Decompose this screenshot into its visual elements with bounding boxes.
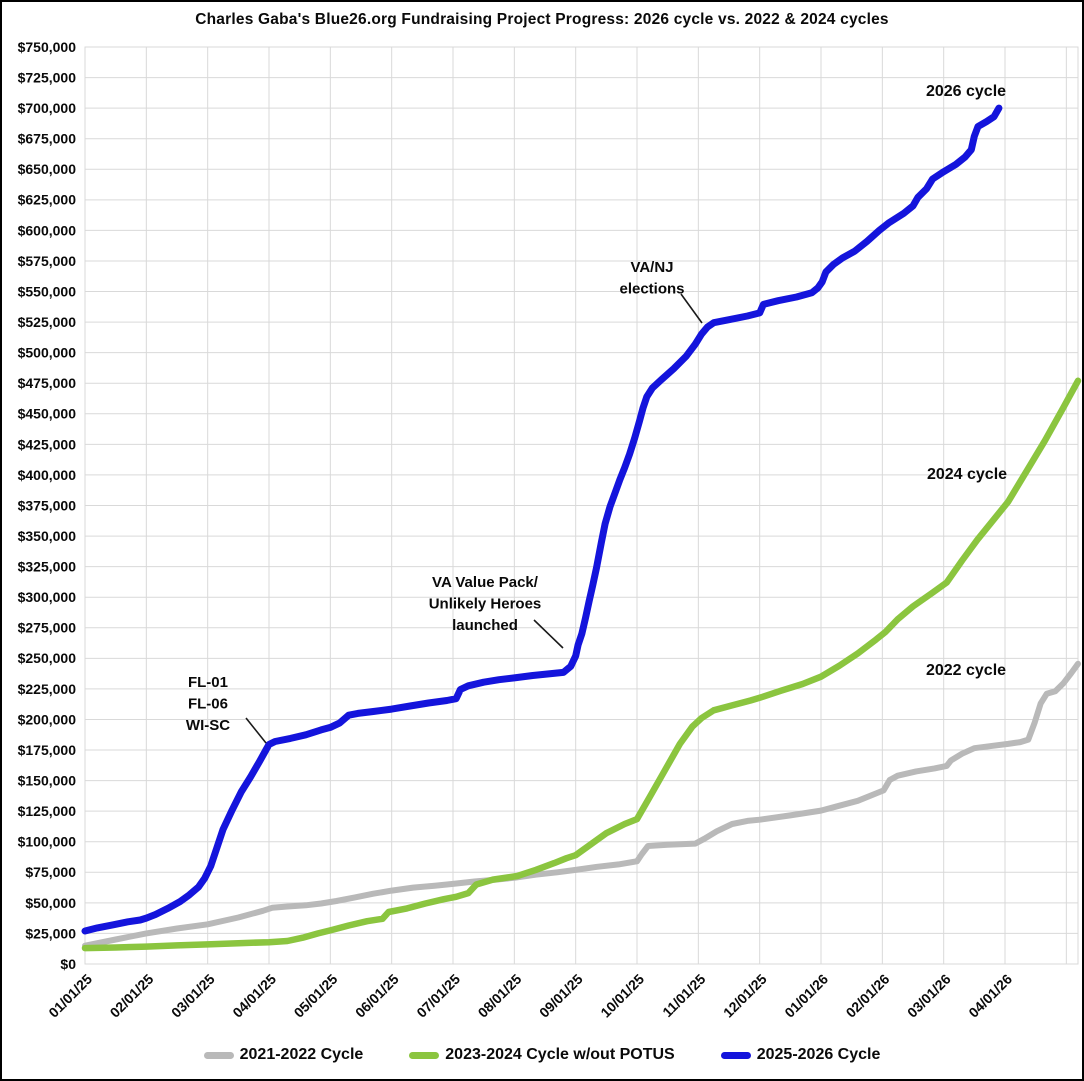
- x-axis-tick-label: 01/01/25: [45, 971, 95, 1021]
- x-axis-tick-label: 02/01/26: [843, 971, 893, 1021]
- x-axis-tick-label: 04/01/26: [965, 971, 1015, 1021]
- y-axis-tick-label: $450,000: [18, 406, 77, 422]
- annotation-fl-races: FL-01 FL-06 WI-SC: [186, 674, 230, 734]
- plot-border: [84, 46, 1079, 965]
- legend-label: 2025-2026 Cycle: [756, 1046, 881, 1063]
- chart-legend: 2021-2022 Cycle 2023-2024 Cycle w/out POT…: [2, 1046, 1082, 1064]
- chart-title: Charles Gaba's Blue26.org Fundraising Pr…: [195, 11, 889, 28]
- x-axis-tick-label: 03/01/26: [904, 971, 954, 1021]
- x-axis-tick-label: 01/01/26: [781, 971, 831, 1021]
- annotation-va-value-pack: VA Value Pack/Unlikely Heroes launched: [429, 574, 542, 634]
- annotation-pointer-fl-races: [245, 717, 267, 744]
- series-line-2023-2024-cycle-w-out-potus: [81, 377, 1082, 952]
- y-axis-tick-label: $425,000: [18, 436, 77, 452]
- y-axis-tick-label: $700,000: [18, 100, 77, 116]
- y-axis-tick-label: $75,000: [25, 864, 76, 880]
- y-axis-tick-label: $225,000: [18, 681, 77, 697]
- y-axis-tick-label: $550,000: [18, 283, 77, 299]
- legend-swatch-icon: [720, 1051, 751, 1059]
- annotation-pointer-va-value-pack: [533, 619, 564, 649]
- x-axis-tick-label: 07/01/25: [413, 971, 463, 1021]
- y-axis-tick-label: $350,000: [18, 528, 77, 544]
- y-axis-tick-label: $400,000: [18, 467, 77, 483]
- y-axis-tick-label: $300,000: [18, 589, 77, 605]
- label-2026-cycle: 2026 cycle: [926, 83, 1006, 100]
- y-axis-tick-label: $100,000: [18, 834, 77, 850]
- legend-item-2021-2022-cycle: 2021-2022 Cycle: [203, 1046, 364, 1064]
- x-axis-tick-label: 03/01/25: [168, 971, 218, 1021]
- y-axis-tick-label: $0: [60, 956, 76, 972]
- label-2022-cycle: 2022 cycle: [926, 662, 1006, 679]
- y-axis-tick-label: $275,000: [18, 620, 77, 636]
- y-axis-tick-label: $650,000: [18, 161, 77, 177]
- y-axis-tick-label: $25,000: [25, 925, 76, 941]
- legend-label: 2023-2024 Cycle w/out POTUS: [445, 1046, 675, 1063]
- x-axis-tick-label: 12/01/25: [720, 971, 770, 1021]
- y-axis-tick-label: $50,000: [25, 895, 76, 911]
- y-axis-tick-label: $250,000: [18, 650, 77, 666]
- x-axis-tick-label: 04/01/25: [229, 971, 279, 1021]
- y-axis-tick-label: $325,000: [18, 559, 77, 575]
- annotation-va-nj-elections: VA/NJ elections: [619, 259, 684, 298]
- x-axis-tick-label: 02/01/25: [107, 971, 157, 1021]
- legend-label: 2021-2022 Cycle: [239, 1046, 364, 1063]
- y-axis-tick-label: $725,000: [18, 69, 77, 85]
- x-axis-tick-label: 05/01/25: [291, 971, 341, 1021]
- x-axis-tick-label: 10/01/25: [597, 971, 647, 1021]
- y-axis-tick-label: $175,000: [18, 742, 77, 758]
- y-axis-tick-label: $675,000: [18, 131, 77, 147]
- legend-swatch-icon: [203, 1051, 234, 1059]
- y-axis-tick-label: $750,000: [18, 39, 77, 55]
- y-axis-tick-label: $600,000: [18, 222, 77, 238]
- y-axis-tick-label: $625,000: [18, 192, 77, 208]
- legend-item-2023-2024-cycle-w-out-potus: 2023-2024 Cycle w/out POTUS: [409, 1046, 675, 1064]
- y-axis-tick-label: $150,000: [18, 773, 77, 789]
- legend-swatch-icon: [409, 1051, 440, 1059]
- legend-item-2025-2026-cycle: 2025-2026 Cycle: [720, 1046, 881, 1064]
- y-axis-tick-label: $525,000: [18, 314, 77, 330]
- series-line-2021-2022-cycle: [82, 660, 1081, 949]
- series-line-2025-2026-cycle: [81, 104, 1003, 935]
- y-axis-tick-label: $125,000: [18, 803, 77, 819]
- x-axis-tick-label: 09/01/25: [536, 971, 586, 1021]
- y-axis-tick-label: $200,000: [18, 711, 77, 727]
- annotation-pointer-va-nj-elections: [680, 293, 703, 324]
- label-2024-cycle: 2024 cycle: [927, 466, 1007, 483]
- y-axis-tick-label: $375,000: [18, 497, 77, 513]
- y-axis-tick-label: $500,000: [18, 345, 77, 361]
- y-axis-tick-label: $575,000: [18, 253, 77, 269]
- x-axis-tick-label: 11/01/25: [659, 971, 708, 1020]
- y-axis-tick-label: $475,000: [18, 375, 77, 391]
- x-axis-tick-label: 08/01/25: [475, 971, 525, 1021]
- x-axis-tick-label: 06/01/25: [352, 971, 402, 1021]
